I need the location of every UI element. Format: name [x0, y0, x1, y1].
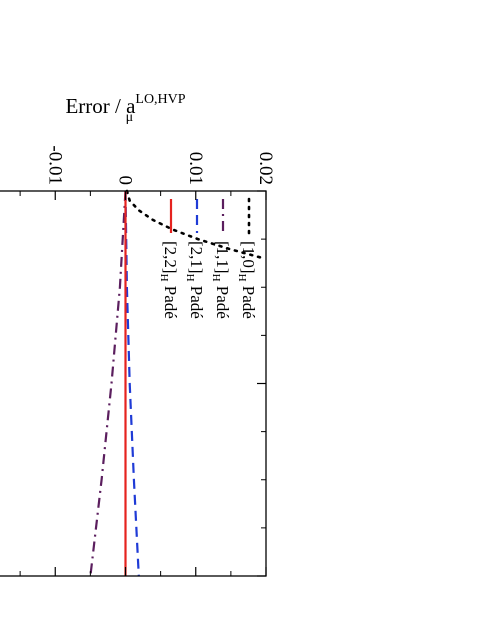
legend-label-1: [1,0]H Padé	[236, 241, 258, 319]
legend-label-3: [2,1]H Padé	[184, 241, 206, 319]
legend: [1,0]H Padé[1,1]H Padé[2,1]H Padé[2,2]H …	[158, 197, 258, 319]
rotated-plot-group: [1,0]H Padé[1,1]H Padé[2,1]H Padé[2,2]H …	[0, 92, 276, 577]
plot-marks	[89, 189, 266, 577]
y-tick-label: 0.01	[185, 152, 206, 185]
y-tick-label: -0.01	[44, 145, 65, 185]
y-tick-label: 0.02	[255, 152, 276, 185]
y-axis-title: Error / aLO,HVP μ	[65, 92, 185, 125]
legend-label-2: [1,1]H Padé	[210, 241, 232, 319]
legend-label-4: [2,2]H Padé	[158, 241, 180, 319]
y-tick-label: 0	[115, 176, 136, 186]
plot-frame	[0, 190, 267, 577]
